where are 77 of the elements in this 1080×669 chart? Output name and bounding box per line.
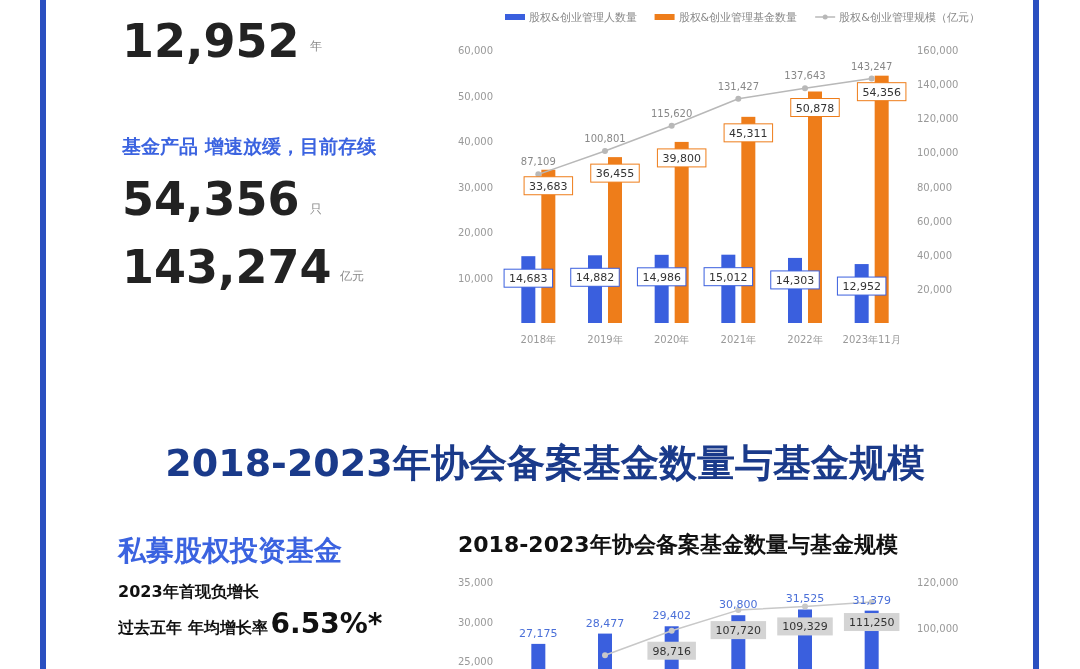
data-label: 45,311 <box>729 126 768 140</box>
data-label: 14,986 <box>642 270 681 284</box>
data-label: 98,716 <box>652 644 691 658</box>
data-label: 33,683 <box>529 179 568 193</box>
point <box>868 75 875 82</box>
data-label: 31,379 <box>852 593 891 607</box>
text: 基金产品 增速放缓，目前存续 <box>121 135 377 157</box>
point <box>735 95 742 102</box>
point <box>802 603 808 610</box>
x-tick-label: 2019年 <box>587 334 623 345</box>
y-tick-label: 30,000 <box>458 181 493 193</box>
text: 私募股权投资基金 <box>117 534 342 567</box>
text: 年 <box>310 39 322 53</box>
y-tick-label: 25,000 <box>458 656 493 668</box>
data-label: 87,109 <box>520 156 556 168</box>
data-label: 29,402 <box>652 609 691 623</box>
data-label: 115,620 <box>650 107 693 119</box>
text: 54,356 <box>122 172 300 226</box>
data-label: 15,012 <box>709 270 748 284</box>
data-label: 28,477 <box>585 616 625 630</box>
text: 6.53%* <box>270 607 383 640</box>
y2-tick-label: 40,000 <box>917 249 952 261</box>
legend-label: 股权&创业管理规模（亿元） <box>839 11 980 24</box>
x-tick-label: 2018年 <box>520 334 557 345</box>
text: 只 <box>310 202 322 216</box>
data-label: 100,801 <box>584 133 626 145</box>
x-tick-label: 2021年 <box>720 334 757 345</box>
x-tick-label: 2020年 <box>653 334 690 345</box>
y-tick-label: 20,000 <box>458 227 493 238</box>
data-label: 107,720 <box>715 624 762 638</box>
data-label: 143,247 <box>850 60 893 72</box>
data-label: 109,329 <box>782 620 828 634</box>
text: 143,274 <box>122 240 332 294</box>
y2-tick-label: 80,000 <box>917 181 952 193</box>
legend-label: 股权&创业管理人数量 <box>529 11 637 24</box>
x-tick-label: 2023年11月 <box>842 334 901 345</box>
point <box>602 652 608 659</box>
point <box>668 627 675 634</box>
y-tick-label: 50,000 <box>458 90 493 102</box>
x-tick-label: 2022年 <box>787 334 823 345</box>
y2-tick-label: 120,000 <box>917 113 959 125</box>
data-label: 14,882 <box>575 271 615 285</box>
y2-tick-label: 60,000 <box>917 215 952 227</box>
data-label: 31,525 <box>785 592 825 606</box>
y2-tick-label: 100,000 <box>917 147 959 159</box>
data-label: 137,643 <box>784 70 826 82</box>
y2-tick-label: 120,000 <box>917 577 959 588</box>
y2-tick-label: 140,000 <box>917 79 959 91</box>
y2-tick-label: 160,000 <box>917 45 959 56</box>
y-tick-label: 60,000 <box>458 45 493 56</box>
data-label: 36,455 <box>595 167 635 181</box>
y-tick-label: 30,000 <box>458 616 493 628</box>
data-label: 12,952 <box>842 280 881 294</box>
text: 过去五年 年均增长率 <box>117 618 268 637</box>
legend-label: 股权&创业管理基金数量 <box>678 11 798 24</box>
y2-tick-label: 100,000 <box>917 622 959 634</box>
y-tick-label: 35,000 <box>458 577 493 588</box>
y-tick-label: 10,000 <box>458 272 493 284</box>
point <box>602 148 608 155</box>
text: 亿元 <box>339 269 364 283</box>
data-label: 27,175 <box>519 626 558 640</box>
y-tick-label: 40,000 <box>458 136 493 147</box>
y2-tick-label: 20,000 <box>917 283 952 295</box>
data-label: 14,683 <box>509 272 548 286</box>
data-label: 111,250 <box>848 616 895 630</box>
data-label: 39,800 <box>662 151 701 165</box>
data-label: 50,878 <box>795 101 835 115</box>
chart-title: 2018-2023年协会备案基金数量与基金规模 <box>458 532 898 557</box>
data-label: 14,303 <box>775 273 815 287</box>
text: 2023年首现负增长 <box>118 582 260 601</box>
point <box>802 85 808 92</box>
text: 12,952 <box>122 14 300 68</box>
text: 2018-2023年协会备案基金数量与基金规模 <box>165 441 925 485</box>
data-label: 54,356 <box>862 85 901 99</box>
data-label: 30,800 <box>719 598 758 612</box>
data-label: 131,427 <box>717 80 760 92</box>
point <box>668 122 675 129</box>
